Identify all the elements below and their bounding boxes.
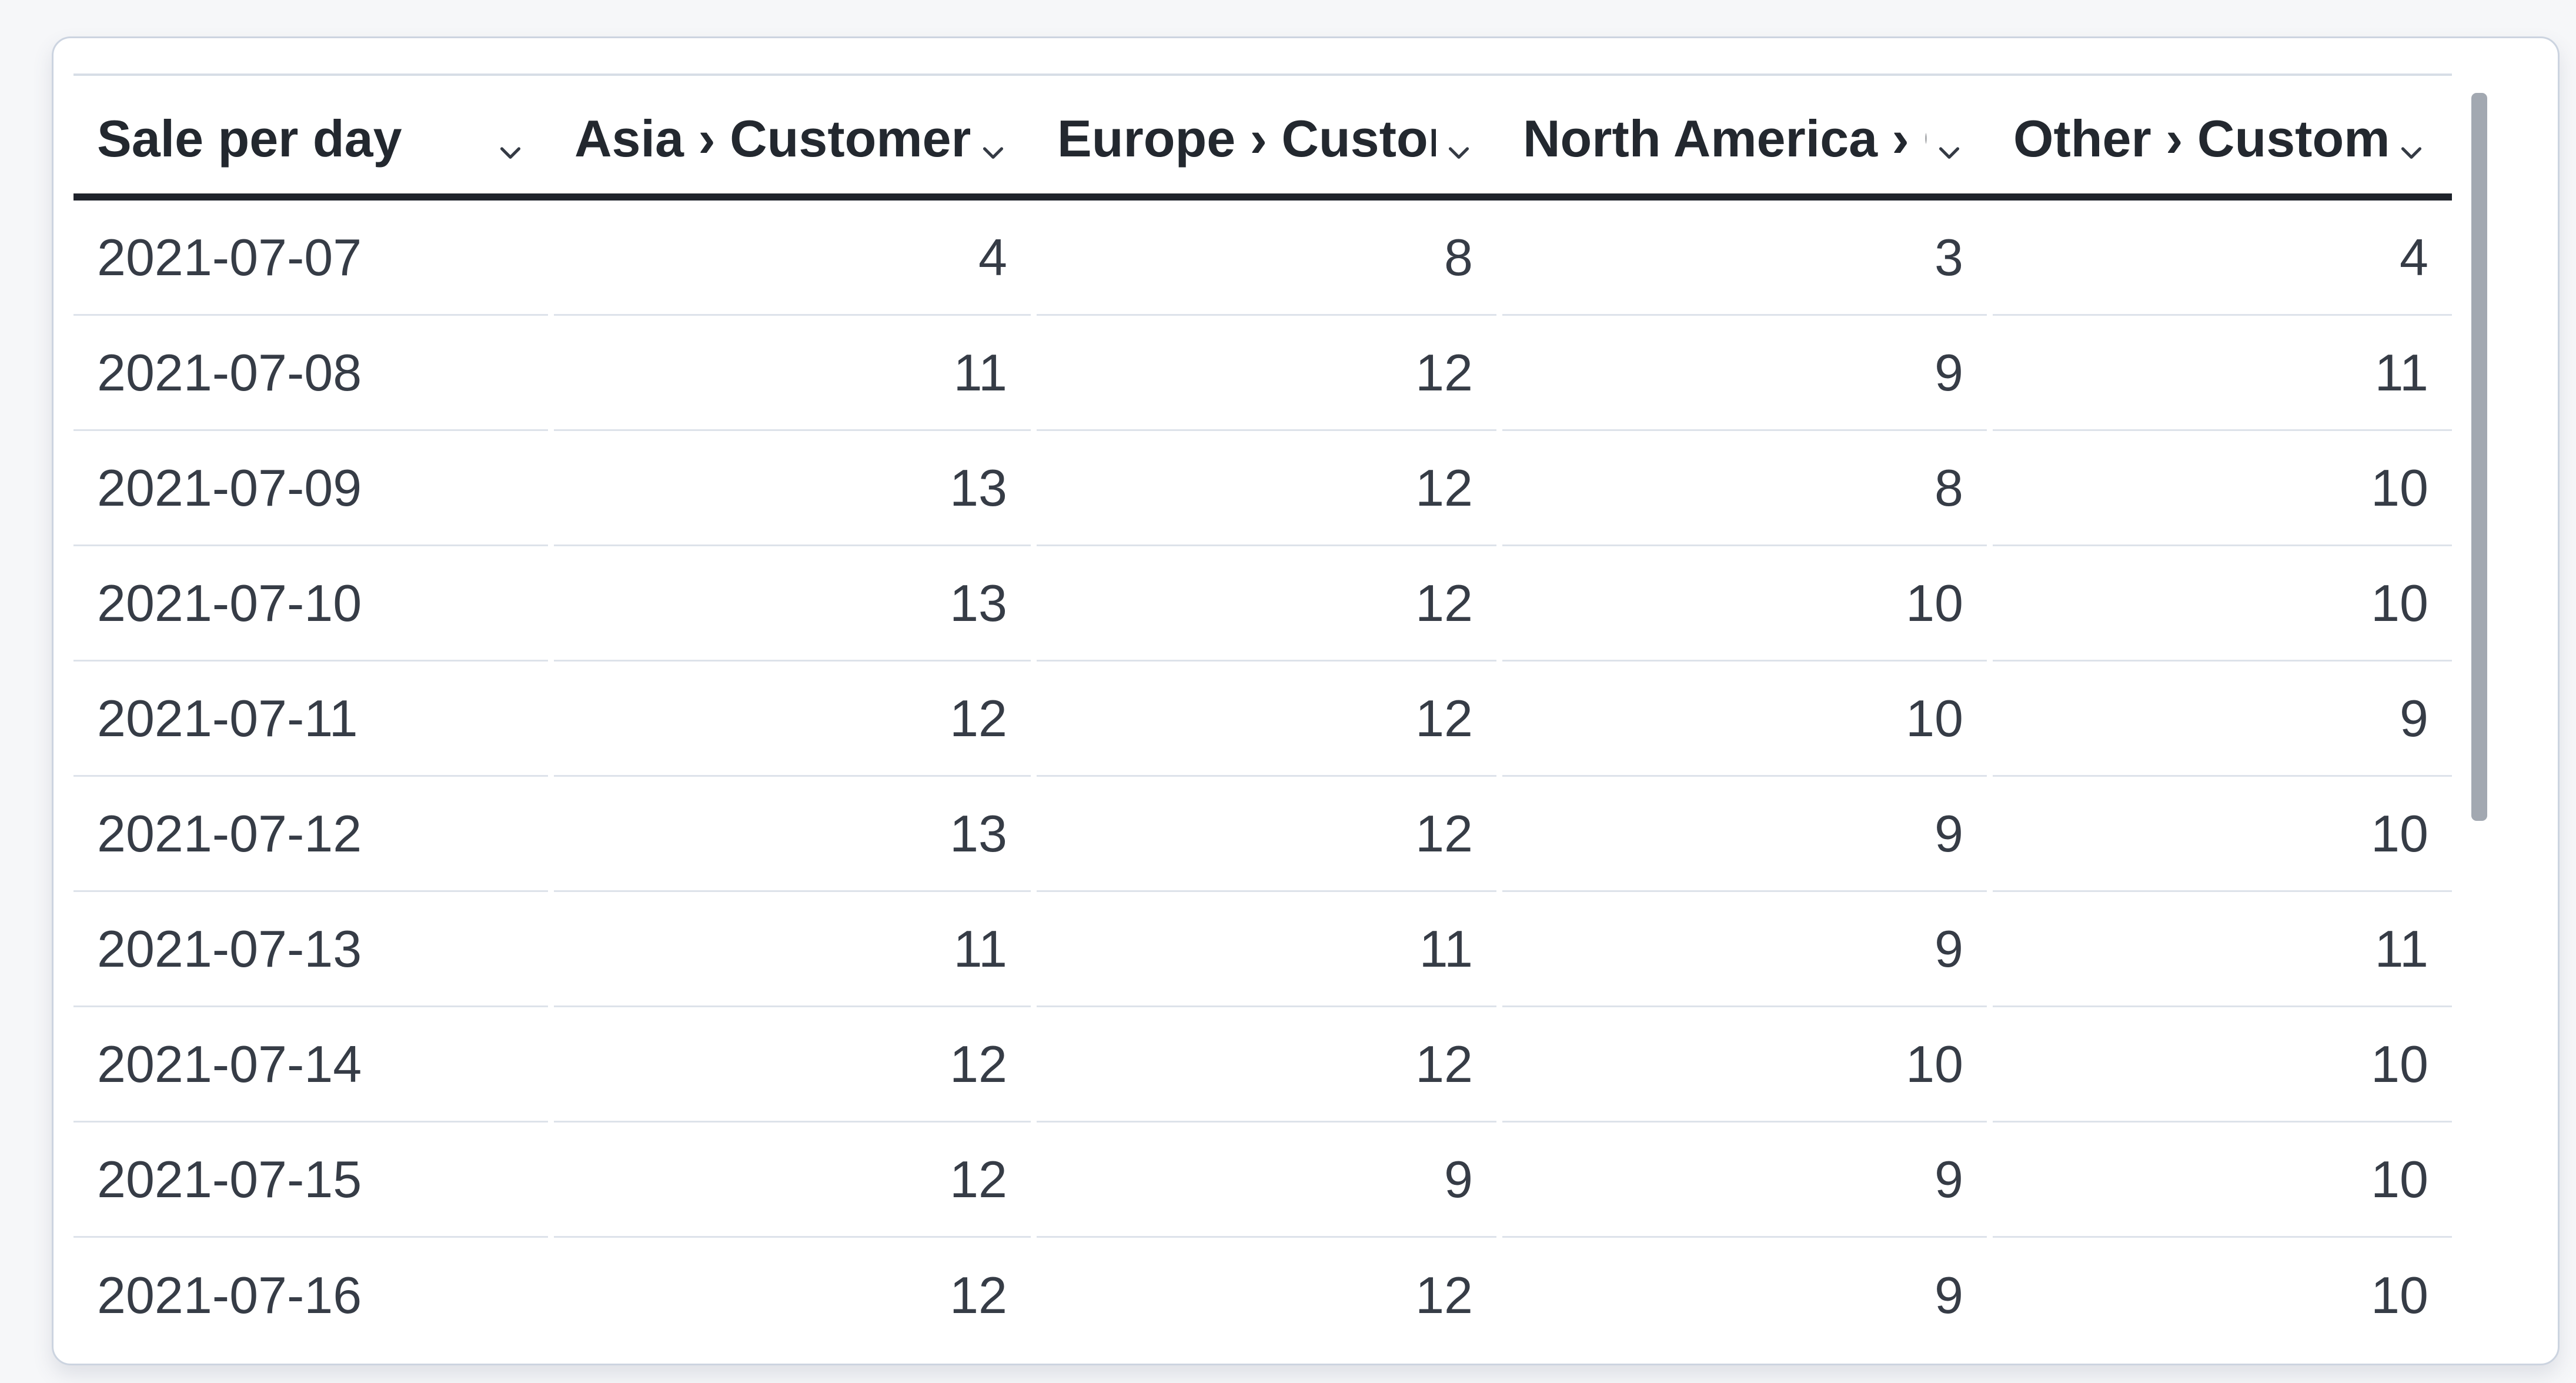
value-cell[interactable]: 9 [1934,1266,1963,1324]
value-cell[interactable]: 12 [1037,662,1496,777]
column-header-asia-customers[interactable]: Asia › Customers [551,76,1034,193]
value-cell[interactable]: 11 [1037,892,1496,1007]
value-cell[interactable]: 10 [1993,777,2452,892]
value-cell[interactable]: 10 [1502,1007,1987,1123]
value-cell[interactable]: 10 [2371,1266,2428,1324]
value-cell[interactable]: 11 [554,892,1031,1007]
date-cell[interactable]: 2021-07-08 [73,316,548,431]
table-row: 2021-07-13 11 11 9 11 [73,892,2452,1007]
chevron-down-icon[interactable] [976,122,1010,159]
value-cell[interactable]: 10 [1993,1007,2452,1123]
value-cell[interactable]: 12 [554,662,1031,777]
value-cell[interactable]: 11 [554,316,1031,431]
date-cell[interactable]: 2021-07-16 [97,1266,362,1324]
value-cell[interactable]: 13 [554,431,1031,546]
column-header-label: Asia › Customers [574,109,970,168]
value-cell[interactable]: 12 [1037,546,1496,662]
date-cell[interactable]: 2021-07-09 [73,431,548,546]
value-cell[interactable]: 12 [1037,431,1496,546]
value-cell[interactable]: 9 [1502,777,1987,892]
table-row: 2021-07-15 12 9 9 10 [73,1123,2452,1238]
value-cell[interactable]: 10 [1502,546,1987,662]
column-header-europe-customers[interactable]: Europe › Customers [1034,76,1499,193]
table-row: 2021-07-07 4 8 3 4 [73,201,2452,316]
date-cell[interactable]: 2021-07-14 [73,1007,548,1123]
value-cell[interactable]: 12 [950,1266,1007,1324]
value-cell[interactable]: 9 [1502,316,1987,431]
value-cell[interactable]: 8 [1502,431,1987,546]
column-header-label: Europe › Customers [1057,109,1436,168]
value-cell[interactable]: 12 [1037,1007,1496,1123]
table-row: 2021-07-11 12 12 10 9 [73,662,2452,777]
table-header-row: Sale per day Asia › Customers Europe › Cus… [73,74,2452,201]
value-cell[interactable]: 12 [554,1123,1031,1238]
value-cell[interactable]: 13 [554,546,1031,662]
value-cell[interactable]: 9 [1502,892,1987,1007]
table-row: 2021-07-12 13 12 9 10 [73,777,2452,892]
table-row: 2021-07-09 13 12 8 10 [73,431,2452,546]
column-header-label: North America › Customers [1523,109,1926,168]
column-header-north-america-customers[interactable]: North America › Customers [1499,76,1990,193]
chevron-down-icon[interactable] [1932,122,1966,159]
value-cell[interactable]: 8 [1037,201,1496,316]
value-cell[interactable]: 12 [1037,777,1496,892]
date-cell[interactable]: 2021-07-12 [73,777,548,892]
value-cell[interactable]: 9 [1037,1123,1496,1238]
table-row: 2021-07-16 12 12 9 10 [73,1238,2452,1353]
chevron-down-icon[interactable] [2394,122,2428,159]
value-cell[interactable]: 4 [554,201,1031,316]
value-cell[interactable]: 12 [554,1007,1031,1123]
chevron-down-icon[interactable] [1442,122,1476,159]
value-cell[interactable]: 3 [1502,201,1987,316]
vertical-scrollbar-thumb[interactable] [2471,93,2487,821]
column-header-other-customers[interactable]: Other › Customers [1990,76,2452,193]
value-cell[interactable]: 12 [1415,1266,1473,1324]
value-cell[interactable]: 11 [1993,892,2452,1007]
date-cell[interactable]: 2021-07-15 [73,1123,548,1238]
value-cell[interactable]: 12 [1037,316,1496,431]
sales-table: Sale per day Asia › Customers Europe › Cus… [73,74,2452,1353]
table-row: 2021-07-08 11 12 9 11 [73,316,2452,431]
date-cell[interactable]: 2021-07-07 [73,201,548,316]
table-row: 2021-07-10 13 12 10 10 [73,546,2452,662]
date-cell[interactable]: 2021-07-13 [73,892,548,1007]
date-cell[interactable]: 2021-07-11 [73,662,548,777]
table-body: 2021-07-07 4 8 3 4 2021-07-08 11 12 9 11 2021-07-0… [73,201,2452,1353]
column-header-sale-per-day[interactable]: Sale per day [73,76,551,193]
table-row: 2021-07-14 12 12 10 10 [73,1007,2452,1123]
value-cell[interactable]: 9 [1502,1123,1987,1238]
chevron-down-icon[interactable] [493,122,527,159]
value-cell[interactable]: 13 [554,777,1031,892]
value-cell[interactable]: 11 [1993,316,2452,431]
table-card: Sale per day Asia › Customers Europe › Cus… [52,36,2560,1365]
date-cell[interactable]: 2021-07-10 [73,546,548,662]
value-cell[interactable]: 9 [1993,662,2452,777]
value-cell[interactable]: 10 [1993,431,2452,546]
column-header-label: Other › Customers [2013,109,2388,168]
value-cell[interactable]: 10 [1993,546,2452,662]
value-cell[interactable]: 10 [1502,662,1987,777]
column-header-label: Sale per day [97,109,402,168]
value-cell[interactable]: 4 [1993,201,2452,316]
value-cell[interactable]: 10 [1993,1123,2452,1238]
